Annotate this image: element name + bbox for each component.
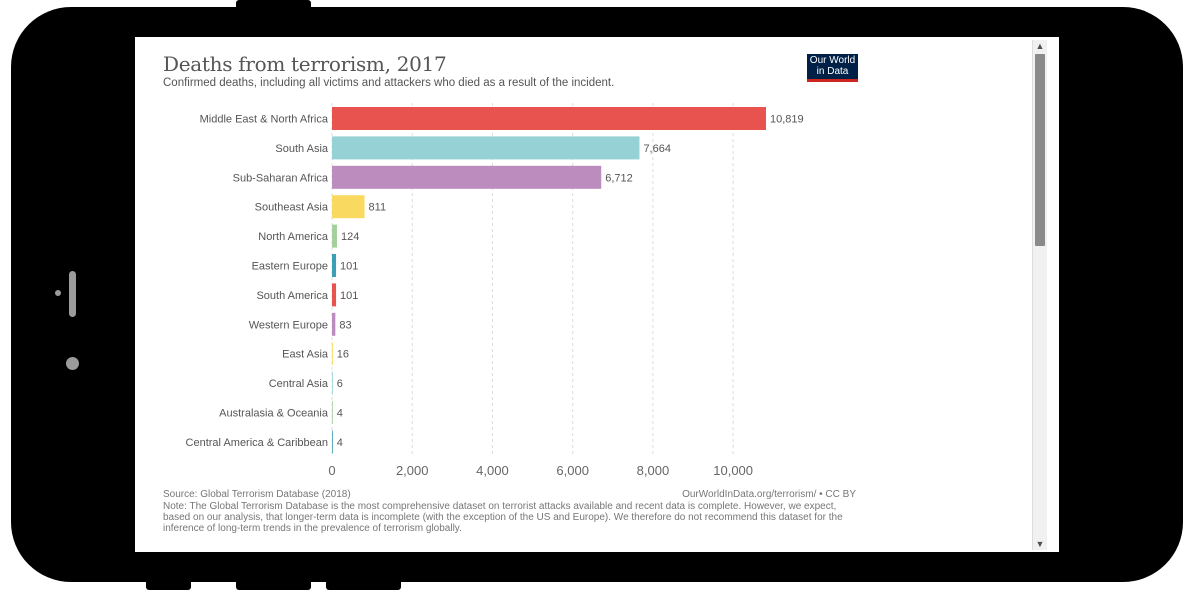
source-url[interactable]: OurWorldInData.org/terrorism/ • CC BY (682, 489, 856, 500)
value-label: 101 (340, 261, 358, 273)
bar[interactable] (332, 313, 335, 336)
value-label: 7,664 (643, 143, 671, 155)
value-label: 101 (340, 290, 358, 302)
phone-camera (66, 357, 79, 370)
category-label: North America (258, 231, 329, 243)
value-label: 124 (341, 231, 359, 243)
category-label: Central America & Caribbean (186, 437, 328, 449)
phone-volume-down-button (326, 574, 401, 590)
bar[interactable] (332, 430, 333, 453)
bar[interactable] (332, 401, 333, 424)
chart-screen: Deaths from terrorism, 2017 Confirmed de… (135, 37, 1059, 552)
value-label: 811 (369, 202, 387, 214)
category-label: Australasia & Oceania (219, 408, 329, 420)
x-tick-label: 0 (328, 463, 335, 478)
x-tick-label: 2,000 (396, 463, 429, 478)
bar[interactable] (332, 283, 336, 306)
phone-volume-up-button (236, 574, 311, 590)
category-label: Western Europe (249, 319, 328, 331)
bar[interactable] (332, 136, 639, 159)
source-text[interactable]: Source: Global Terrorism Database (2018) (163, 489, 351, 500)
phone-power-button (236, 0, 311, 14)
bar[interactable] (332, 166, 601, 189)
category-label: East Asia (282, 349, 329, 361)
x-tick-label: 8,000 (637, 463, 670, 478)
scroll-up-icon[interactable]: ▲ (1033, 40, 1047, 52)
category-label: Central Asia (269, 378, 329, 390)
phone-side-button (146, 574, 191, 590)
value-label: 4 (337, 408, 343, 420)
bar[interactable] (332, 254, 336, 277)
category-label: South America (256, 290, 328, 302)
category-label: South Asia (275, 143, 328, 155)
category-label: Eastern Europe (252, 261, 328, 273)
category-label: Southeast Asia (255, 202, 329, 214)
bar[interactable] (332, 195, 365, 218)
x-tick-label: 4,000 (476, 463, 509, 478)
value-label: 10,819 (770, 114, 804, 126)
scrollbar[interactable]: ▲ ▼ (1032, 40, 1047, 550)
scroll-down-icon[interactable]: ▼ (1033, 538, 1047, 550)
bar[interactable] (332, 225, 337, 248)
bar[interactable] (332, 372, 333, 395)
bar[interactable] (332, 342, 333, 365)
phone-speaker (69, 271, 76, 317)
bar[interactable] (332, 107, 766, 130)
category-label: Sub-Saharan Africa (233, 172, 329, 184)
value-label: 16 (337, 349, 349, 361)
category-label: Middle East & North Africa (200, 114, 329, 126)
x-tick-label: 6,000 (556, 463, 589, 478)
footnote: Note: The Global Terrorism Database is t… (163, 501, 863, 534)
value-label: 83 (339, 319, 351, 331)
value-label: 6 (337, 378, 343, 390)
bar-chart: 0 2,000 4,000 6,000 8,000 10,000 Middle East &… (135, 37, 1025, 487)
x-tick-label: 10,000 (713, 463, 753, 478)
value-label: 4 (337, 437, 343, 449)
scroll-thumb[interactable] (1035, 54, 1045, 246)
value-label: 6,712 (605, 172, 633, 184)
phone-sensor (55, 290, 61, 296)
